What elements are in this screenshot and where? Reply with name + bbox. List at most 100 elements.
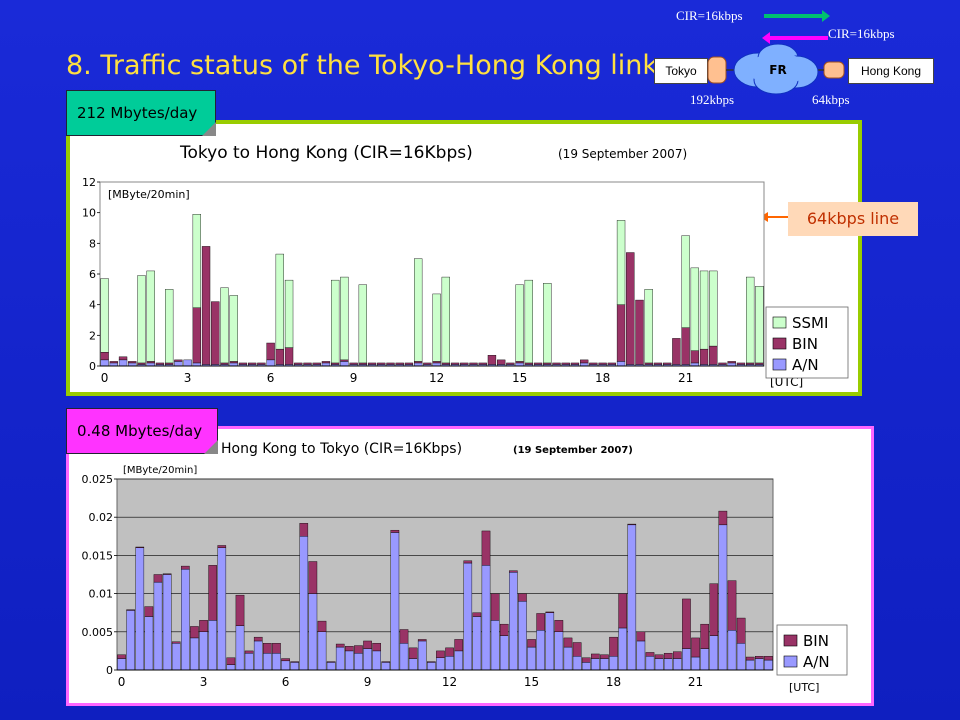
cir-top-label: CIR=16kbps (676, 8, 743, 23)
legend-swatch-an (783, 655, 798, 668)
bar-bin-66 (709, 345, 718, 365)
bar-an-15 (253, 640, 263, 671)
cloud-icon (733, 43, 819, 95)
bar-an-0 (100, 359, 109, 367)
y-tick-label: 0.015 (82, 549, 114, 562)
router-left-icon (707, 56, 727, 84)
bar-bin-38 (463, 560, 473, 564)
x-tick-label: 0 (118, 675, 126, 689)
slide-title: 8. Traffic status of the Tokyo-Hong Kong… (66, 50, 659, 81)
bar-bin-32 (395, 362, 404, 365)
bar-bin-37 (441, 362, 450, 365)
bar-bin-27 (349, 362, 358, 365)
bar-bin-10 (208, 565, 217, 621)
bar-an-12 (226, 664, 236, 671)
bar-bin-17 (257, 362, 266, 365)
bar-an-36 (445, 656, 454, 671)
bar-bin-25 (345, 646, 354, 652)
legend-swatch-bin (772, 337, 787, 350)
right-speed-label: 64kbps (812, 92, 850, 107)
bar-bin-38 (450, 362, 460, 365)
bar-an-29 (381, 662, 391, 671)
bar-an-49 (563, 646, 573, 671)
bar-bin-20 (284, 347, 294, 365)
bar-an-3 (144, 616, 154, 671)
bar-bin-3 (144, 606, 154, 617)
y-tick-label: 2 (89, 329, 96, 342)
x-tick-label: 9 (350, 371, 358, 385)
x-tick-label: 15 (524, 675, 539, 689)
bar-bin-11 (217, 545, 227, 548)
bar-bin-40 (481, 530, 491, 566)
bar-ssmi-28 (358, 284, 367, 364)
bar-bin-21 (294, 362, 303, 365)
bar-bin-15 (238, 362, 248, 365)
bar-bin-35 (423, 362, 432, 365)
arrowhead-left-icon (762, 32, 770, 44)
y-tick-label: 0.02 (89, 511, 114, 524)
hongkong-node: Hong Kong (848, 58, 934, 84)
bar-bin-52 (591, 653, 600, 659)
bar-bin-34 (414, 361, 423, 364)
bar-ssmi-65 (699, 270, 709, 350)
bar-an-53 (600, 658, 609, 671)
y-tick-label: 12 (82, 176, 96, 189)
bar-an-57 (636, 640, 646, 671)
bar-bin-43 (509, 570, 518, 573)
bar-bin-26 (340, 359, 349, 362)
bar-an-40 (481, 565, 491, 671)
bar-bin-2 (118, 356, 128, 361)
bar-bin-33 (417, 639, 427, 642)
x-tick-label: 3 (200, 675, 208, 689)
bar-bin-3 (128, 361, 137, 364)
bar-bin-39 (472, 612, 482, 617)
bar-bin-29 (381, 661, 391, 663)
bar-bin-49 (563, 637, 573, 648)
bar-an-7 (181, 568, 190, 671)
chart1-subtitle: (19 September 2007) (558, 147, 687, 161)
bar-an-63 (691, 656, 700, 671)
bar-an-13 (235, 625, 245, 671)
x-tick-label: 6 (282, 675, 290, 689)
bar-an-0 (117, 658, 126, 671)
left-speed-label: 192kbps (690, 92, 735, 107)
bar-bin-5 (146, 361, 155, 364)
bar-an-21 (308, 593, 318, 671)
bar-bin-16 (263, 643, 272, 654)
bar-ssmi-14 (229, 295, 238, 362)
fold-corner-icon (202, 122, 216, 136)
chart2-ylabel: [MByte/20min] (123, 465, 197, 476)
bar-ssmi-34 (414, 258, 423, 362)
bar-bin-35 (436, 650, 445, 658)
x-tick-label: 12 (442, 675, 457, 689)
bar-ssmi-36 (432, 293, 441, 362)
x-tick-label: 0 (101, 371, 109, 385)
bar-bin-70 (755, 656, 764, 659)
bar-bin-53 (589, 362, 598, 365)
bar-an-68 (736, 643, 746, 671)
router-right-icon (823, 61, 845, 79)
bar-bin-9 (199, 620, 208, 632)
bar-bin-11 (201, 246, 211, 365)
y-tick-label: 6 (89, 268, 96, 281)
arrowhead-right-icon (822, 10, 830, 22)
bar-bin-7 (165, 362, 174, 365)
x-tick-label: 6 (267, 371, 275, 385)
bar-bin-13 (220, 362, 229, 365)
bar-an-38 (463, 562, 473, 671)
bar-an-65 (709, 635, 719, 671)
callout-hk-tokyo-text: 0.48 Mbytes/day (77, 422, 203, 440)
bar-ssmi-13 (220, 287, 229, 364)
bar-bin-59 (654, 654, 664, 659)
bar-bin-60 (663, 652, 673, 659)
bar-an-27 (363, 648, 372, 671)
bar-an-46 (536, 630, 545, 671)
bar-ssmi-56 (616, 220, 626, 305)
legend-swatch-bin (783, 634, 798, 647)
bar-ssmi-0 (100, 278, 109, 353)
bar-bin-12 (226, 657, 236, 665)
bar-bin-33 (404, 362, 414, 365)
bar-an-23 (326, 662, 336, 671)
cloud-label: FR (769, 63, 786, 77)
bar-bin-12 (211, 301, 220, 365)
